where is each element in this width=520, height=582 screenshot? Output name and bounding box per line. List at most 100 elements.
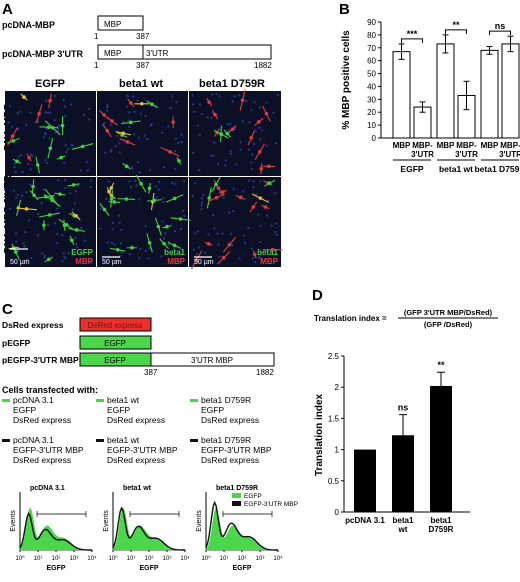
- nucleus-dot: [43, 136, 45, 138]
- cell-body: [148, 241, 152, 245]
- cell-body: [267, 165, 271, 169]
- nucleus-dot: [25, 191, 27, 193]
- nucleus-dot: [164, 232, 166, 234]
- nucleus-dot: [167, 125, 169, 127]
- nucleus-dot: [232, 100, 234, 102]
- nucleus-dot: [247, 227, 249, 229]
- group-label: beta1 D759R: [474, 164, 520, 174]
- construct-box-label: MBP: [104, 20, 121, 29]
- y-tick-label: 80: [367, 31, 376, 40]
- group-label: beta1 wt: [439, 164, 473, 174]
- cell-body: [61, 124, 65, 128]
- nucleus-dot: [235, 163, 237, 165]
- nucleus-dot: [21, 171, 23, 173]
- nucleus-dot: [259, 241, 261, 243]
- cell-body: [107, 190, 111, 194]
- nucleus-dot: [217, 243, 219, 245]
- nucleus-dot: [171, 95, 173, 97]
- nucleus-dot: [14, 166, 16, 168]
- y-tick-label: 20: [367, 108, 376, 117]
- cell-body: [173, 244, 177, 248]
- nucleus-dot: [177, 142, 179, 144]
- significance-bracket: [490, 31, 511, 35]
- nucleus-dot: [240, 141, 242, 143]
- cell-body: [265, 112, 269, 116]
- y-tick-label: 70: [367, 44, 376, 53]
- cell-body: [207, 196, 211, 200]
- group-line: DsRed express: [201, 415, 259, 425]
- nucleus-dot: [251, 247, 253, 249]
- nucleus-dot: [21, 195, 23, 197]
- nucleus-dot: [90, 186, 92, 188]
- group-line: beta1 D759R: [201, 395, 251, 405]
- scalebar-label: 50 µm: [102, 259, 122, 266]
- nucleus-dot: [44, 159, 46, 161]
- cell-body: [179, 217, 183, 221]
- y-tick-label: 60: [367, 57, 376, 66]
- nucleus-dot: [61, 234, 63, 236]
- construct-box-label: MBP: [104, 49, 121, 58]
- cell-body: [74, 214, 78, 218]
- nucleus-dot: [113, 244, 115, 246]
- cell-body: [150, 102, 154, 106]
- nucleus-dot: [158, 181, 160, 183]
- nucleus-dot: [128, 126, 130, 128]
- significance-label: **: [452, 20, 460, 30]
- nucleus-dot: [222, 196, 224, 198]
- x-tick-label: MBP-: [456, 141, 477, 150]
- construct-label: pcDNA-MBP: [2, 20, 55, 30]
- cell-body: [105, 129, 109, 133]
- nucleus-dot: [135, 185, 137, 187]
- hist-tick-label: 10³: [256, 556, 265, 562]
- nucleus-dot: [45, 111, 47, 113]
- nucleus-dot: [119, 222, 121, 224]
- cell-body: [268, 181, 272, 185]
- nucleus-dot: [106, 110, 108, 112]
- hist-tick-label: 10¹: [34, 556, 43, 562]
- group-marker: [2, 439, 10, 442]
- nucleus-dot: [64, 105, 66, 107]
- construct-start: 1: [94, 32, 99, 41]
- nucleus-dot: [174, 150, 176, 152]
- nucleus-dot: [231, 244, 233, 246]
- nucleus-dot: [163, 237, 165, 239]
- hist-tick-label: 10³: [70, 556, 79, 562]
- nucleus-dot: [43, 189, 45, 191]
- construct-box-label: 3'UTR MBP: [191, 356, 233, 365]
- y-tick-label: 0: [335, 508, 340, 517]
- chart-b: B % MBP positive cells010203040506070809…: [335, 0, 520, 200]
- panel-c-graphic: C DsRed express DsRed express pEGFP EGFP…: [0, 300, 300, 577]
- hist-legend-swatch: [232, 501, 241, 506]
- hist-x-label: EGFP: [139, 565, 158, 572]
- x-tick-label: MBP: [481, 141, 499, 150]
- micrograph-grid: [5, 91, 281, 267]
- nucleus-dot: [23, 245, 25, 247]
- nucleus-dot: [213, 142, 215, 144]
- nucleus-dot: [111, 228, 113, 230]
- nucleus-dot: [139, 171, 141, 173]
- nucleus-dot: [68, 252, 70, 254]
- nucleus-dot: [138, 257, 140, 259]
- nucleus-dot: [127, 95, 129, 97]
- nucleus-dot: [41, 252, 43, 254]
- panel-d: D Translation index =(GFP 3'UTR MBP/DsRe…: [300, 280, 520, 577]
- x-tick-label: 3'UTR: [411, 150, 434, 159]
- nucleus-dot: [100, 207, 102, 209]
- nucleus-dot: [192, 195, 194, 197]
- nucleus-dot: [252, 257, 254, 259]
- nucleus-dot: [70, 103, 72, 105]
- nucleus-dot: [169, 107, 171, 109]
- nucleus-dot: [230, 150, 232, 152]
- nucleus-dot: [111, 242, 113, 244]
- significance-label: ns: [398, 403, 409, 413]
- significance-bracket: [402, 39, 423, 43]
- nucleus-dot: [225, 159, 227, 161]
- nucleus-dot: [37, 213, 39, 215]
- legend-red: MBP: [75, 257, 93, 266]
- nucleus-dot: [30, 257, 32, 259]
- nucleus-dot: [218, 95, 220, 97]
- cell-body: [51, 126, 55, 130]
- nucleus-dot: [213, 155, 215, 157]
- construct-end: 387: [136, 32, 150, 41]
- micrograph-tile: [189, 91, 281, 176]
